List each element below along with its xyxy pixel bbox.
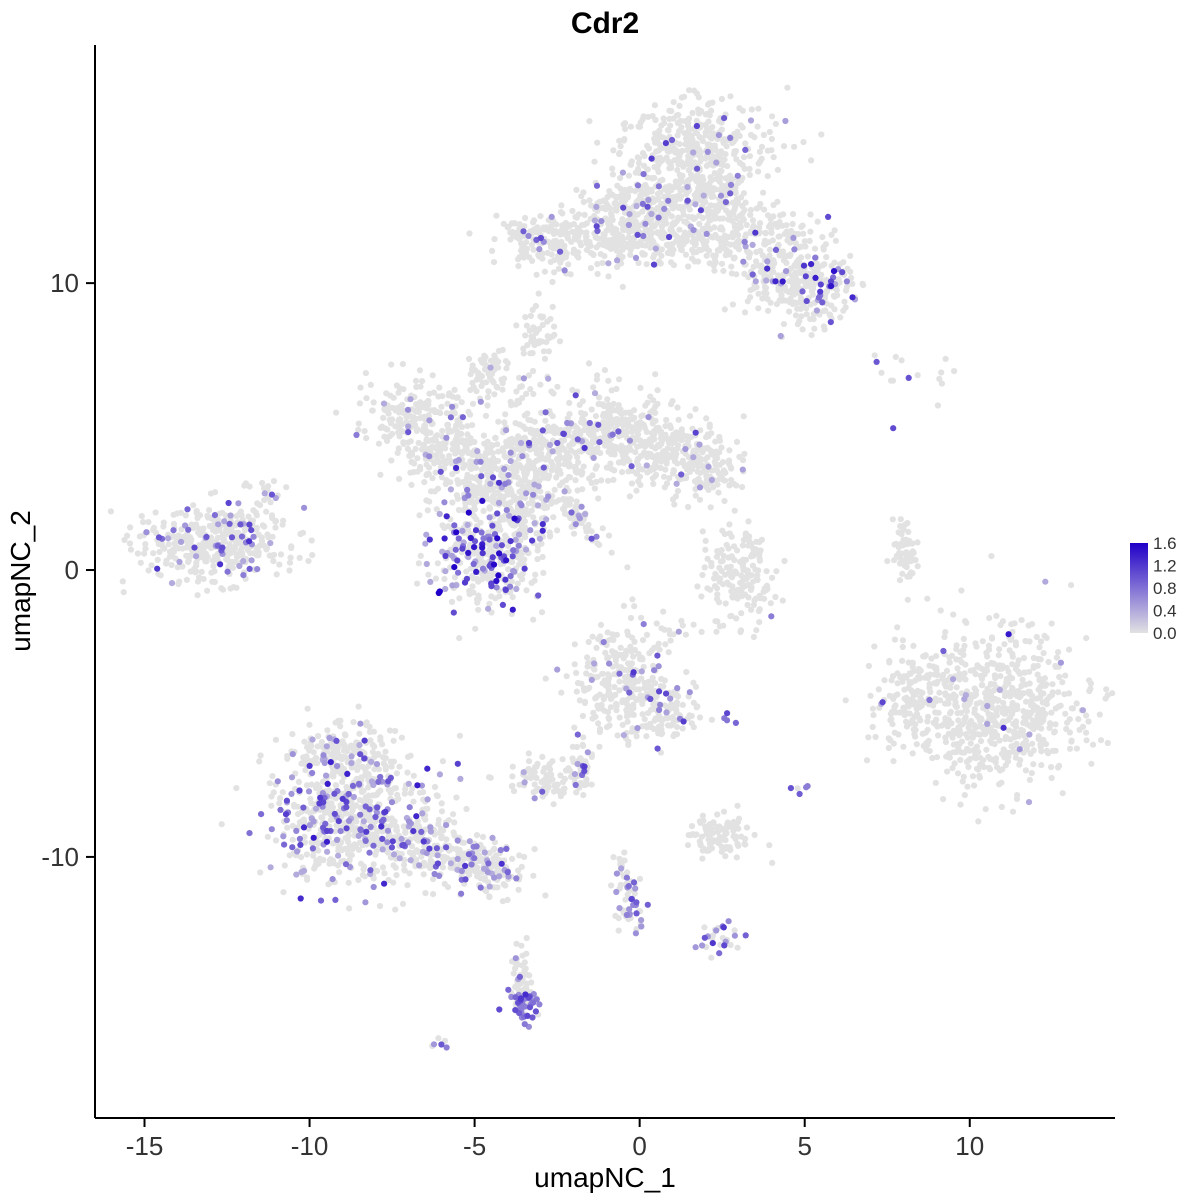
tick-label: 5 — [797, 1131, 811, 1161]
tick-label: -10 — [41, 842, 79, 872]
plot-title: Cdr2 — [571, 7, 639, 40]
expression-legend: 1.6 1.2 0.8 0.4 0.0 — [1130, 534, 1177, 643]
tick-label: 10 — [955, 1131, 984, 1161]
legend-value-label: 1.2 — [1153, 556, 1177, 575]
x-axis-title: umapNC_1 — [534, 1162, 676, 1193]
y-axis-title: umapNC_2 — [5, 510, 36, 652]
axes: -15 -10 -5 0 5 10 -10 0 10 — [41, 45, 1115, 1161]
legend-value-label: 0.4 — [1153, 601, 1177, 620]
tick-label: 0 — [632, 1131, 646, 1161]
tick-label: -5 — [463, 1131, 486, 1161]
legend-gradient-bar — [1130, 543, 1148, 633]
legend-value-label: 1.6 — [1153, 534, 1177, 553]
tick-label: 0 — [65, 555, 79, 585]
tick-label: 10 — [50, 268, 79, 298]
legend-value-label: 0.0 — [1153, 624, 1177, 643]
scatter-points — [107, 84, 1116, 1051]
tick-label: -10 — [291, 1131, 329, 1161]
legend-value-label: 0.8 — [1153, 579, 1177, 598]
tick-label: -15 — [126, 1131, 164, 1161]
